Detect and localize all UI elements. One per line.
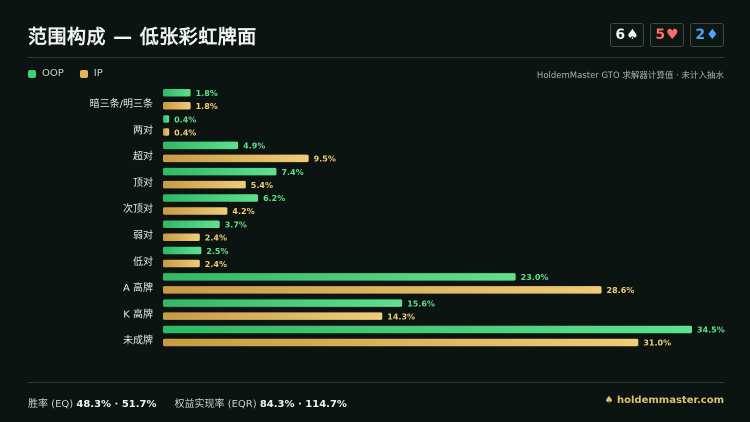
brand-text: holdemmaster.com — [617, 395, 724, 406]
category-label: 两对 — [133, 123, 153, 136]
data-label-ip: 31.0% — [643, 339, 671, 348]
data-label-oop: 23.0% — [521, 273, 549, 282]
board-card-1: 6 ♠ — [610, 23, 644, 47]
eqr-label: 权益实现率 (EQR) — [174, 399, 257, 410]
data-label-ip: 14.3% — [387, 312, 415, 321]
bar-oop — [163, 325, 692, 334]
footer-divider — [28, 382, 724, 383]
bar-ip — [163, 154, 309, 163]
heart-icon: ♥ — [666, 27, 679, 43]
board-card-2: 5 ♥ — [650, 23, 684, 47]
bar-ip — [163, 286, 602, 294]
footer-stats: 胜率 (EQ) 48.3% · 51.7% 权益实现率 (EQR) 84.3% … — [28, 395, 347, 410]
bar-oop — [163, 246, 202, 255]
chart-legend: OOP IP — [28, 68, 103, 79]
data-label-oop: 6.2% — [263, 194, 285, 203]
eqr-stat: 权益实现率 (EQR) 84.3% · 114.7% — [175, 395, 347, 410]
data-label-ip: 0.4% — [174, 128, 196, 137]
legend-label-oop: OOP — [42, 68, 64, 79]
bar-ip — [163, 128, 170, 136]
spade-icon: ♠ — [604, 395, 614, 406]
bar-ip — [163, 233, 200, 241]
data-label-ip: 2.4% — [205, 260, 227, 269]
page-title: 范围构成 — 低张彩虹牌面 — [28, 26, 257, 48]
bar-oop — [163, 194, 259, 202]
header-divider — [28, 57, 724, 58]
data-label-ip: 5.4% — [251, 181, 273, 190]
card-rank: 6 — [615, 27, 626, 43]
bar-oop — [163, 141, 239, 150]
bar-ip — [163, 180, 246, 189]
category-label: A 高牌 — [123, 281, 153, 294]
category-label: K 高牌 — [123, 307, 153, 320]
legend-swatch-ip — [79, 69, 88, 78]
legend-label-ip: IP — [93, 68, 103, 79]
data-label-ip: 1.8% — [196, 102, 218, 111]
equity-values: 48.3% · 51.7% — [76, 399, 157, 410]
category-label: 顶对 — [133, 176, 153, 189]
bar-oop — [163, 299, 403, 307]
bar-oop — [163, 115, 170, 123]
data-label-ip: 9.5% — [314, 155, 336, 164]
bar-ip — [163, 207, 228, 215]
bar-chart: 暗三条/明三条 1.8% 1.8% 两对 0.4% 0.4% 超对 4.9% 9.5% 顶对 7.4… — [90, 89, 725, 348]
source-note: HoldemMaster GTO 求解器计算值 · 未计入抽水 — [536, 71, 724, 81]
bar-oop — [163, 167, 277, 176]
board-card-3: 2 ♦ — [690, 23, 724, 47]
card-rank: 2 — [695, 27, 706, 43]
bar-ip — [163, 312, 383, 320]
equity-stat: 胜率 (EQ) 48.3% · 51.7% — [28, 395, 157, 410]
data-label-ip: 4.2% — [232, 207, 254, 216]
bar-oop — [163, 273, 516, 281]
category-label: 暗三条/明三条 — [90, 97, 153, 110]
eqr-values: 84.3% · 114.7% — [259, 399, 347, 410]
legend-item-ip: IP — [79, 68, 103, 79]
bar-oop — [163, 220, 220, 228]
data-label-oop: 1.8% — [196, 89, 218, 98]
equity-label: 胜率 (EQ) — [28, 399, 74, 410]
data-label-ip: 28.6% — [607, 286, 635, 295]
bar-ip — [163, 259, 200, 268]
category-label: 超对 — [133, 150, 153, 163]
bar-ip — [163, 338, 639, 347]
spade-icon: ♠ — [626, 27, 639, 43]
diamond-icon: ♦ — [706, 27, 719, 43]
legend-swatch-oop — [28, 69, 36, 78]
board-cards: 6 ♠ 5 ♥ 2 ♦ — [610, 23, 724, 47]
category-label: 弱对 — [133, 229, 153, 242]
brand-link[interactable]: ♠ holdemmaster.com — [605, 395, 724, 406]
bar-oop — [163, 89, 191, 97]
data-label-oop: 4.9% — [243, 142, 265, 151]
data-label-oop: 15.6% — [407, 299, 435, 308]
data-label-oop: 34.5% — [697, 326, 725, 335]
category-label: 低对 — [133, 255, 153, 268]
data-label-oop: 2.5% — [206, 247, 228, 256]
data-label-ip: 2.4% — [205, 234, 227, 243]
legend-item-oop: OOP — [28, 68, 64, 79]
card-rank: 5 — [655, 27, 666, 43]
category-label: 次顶对 — [123, 202, 153, 215]
data-label-oop: 3.7% — [225, 221, 247, 230]
data-label-oop: 7.4% — [281, 168, 303, 177]
data-label-oop: 0.4% — [174, 115, 196, 124]
category-label: 未成牌 — [123, 334, 153, 347]
bar-ip — [163, 102, 191, 110]
